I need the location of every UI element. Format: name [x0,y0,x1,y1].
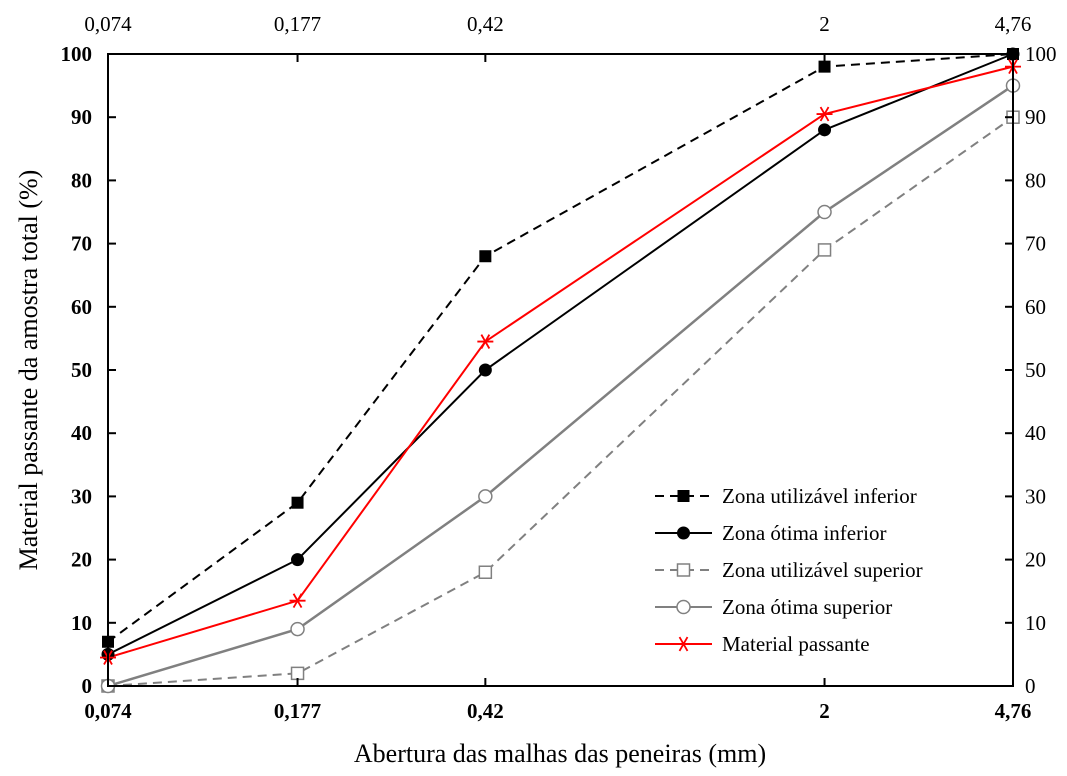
data-point [291,553,305,567]
data-point [478,489,493,504]
data-point [477,334,494,349]
plot-frame [107,53,1014,687]
y-tick-label-right: 50 [1025,358,1046,382]
x-axis-title: Abertura das malhas das peneiras (mm) [354,739,766,768]
legend: Zona utilizável inferior Zona ótima infer… [655,484,923,656]
y-tick-label-right: 80 [1025,168,1046,192]
x-axis-bottom-ticks: 0,074 0,177 0,42 2 4,76 [84,699,1031,723]
x-axis-top-ticks: 0,074 0,177 0,42 2 4,76 [84,12,1031,36]
legend-marker [677,526,690,540]
y-tick-label-right: 60 [1025,295,1046,319]
data-point [290,621,305,637]
x-tick-label-top: 0,177 [274,12,321,36]
y-tick-label-left: 50 [71,358,92,382]
y-tick-label-right: 100 [1025,42,1057,66]
x-tick-label-top: 0,42 [467,12,504,36]
x-tick-label-bottom: 2 [819,699,830,723]
legend-label: Zona utilizável inferior [722,484,917,508]
legend-entry: Zona ótima superior [655,595,892,619]
x-tick-label-bottom: 0,074 [84,699,132,723]
data-point [817,204,832,220]
x-tick-label-bottom: 0,177 [274,699,321,723]
data-point [290,666,305,681]
y-tick-label-left: 40 [71,421,92,445]
y-tick-label-right: 20 [1025,548,1046,572]
legend-marker [677,490,690,502]
y-tick-label-right: 90 [1025,105,1046,129]
y-tick-label-left: 80 [71,168,92,192]
data-point [816,106,833,122]
y-tick-label-right: 0 [1025,674,1036,698]
legend-label: Zona utilizável superior [722,558,923,582]
data-point [817,243,832,257]
x-tick-label-top: 4,76 [995,12,1032,36]
legend-entry: Material passante [655,632,870,656]
data-point [289,593,306,609]
y-tick-label-left: 90 [71,105,92,129]
y-axis-title: Material passante da amostra total (%) [14,170,43,571]
y-tick-label-left: 10 [71,611,92,635]
x-tick-label-bottom: 0,42 [467,699,504,723]
legend-label: Material passante [722,632,870,656]
y-tick-label-left: 70 [71,232,92,256]
data-point [818,123,832,137]
y-tick-label-right: 40 [1025,421,1046,445]
y-tick-label-left: 60 [71,295,92,319]
y-tick-label-left: 100 [61,42,93,66]
y-tick-label-left: 0 [82,674,93,698]
x-tick-label-top: 0,074 [84,12,132,36]
y-tick-label-right: 10 [1025,611,1046,635]
y-tick-label-left: 30 [71,484,92,508]
plot-marks [100,47,1021,694]
legend-marker [675,636,692,652]
data-point [479,250,492,263]
legend-label: Zona ótima inferior [722,521,886,545]
x-tick-label-top: 2 [819,12,830,36]
legend-entry: Zona utilizável superior [655,558,923,582]
y-axis-right-ticks: 0 10 20 30 40 50 60 70 80 90 100 [1025,42,1057,698]
y-tick-label-right: 30 [1025,484,1046,508]
data-point [478,565,493,579]
legend-marker [676,599,691,615]
axis-ticks [107,53,1014,687]
legend-entry: Zona utilizável inferior [655,484,917,508]
legend-marker [676,563,691,577]
series-line [107,53,1014,643]
data-point [478,363,492,377]
y-axis-left-ticks: 0 10 20 30 40 50 60 70 80 90 100 [61,42,93,698]
series-line [107,116,1014,687]
data-point [818,60,831,73]
data-point [291,496,304,509]
y-tick-label-right: 70 [1025,232,1046,256]
legend-label: Zona ótima superior [722,595,892,619]
y-tick-label-left: 20 [71,548,92,572]
legend-entry: Zona ótima inferior [655,521,886,545]
x-tick-label-bottom: 4,76 [995,699,1032,723]
